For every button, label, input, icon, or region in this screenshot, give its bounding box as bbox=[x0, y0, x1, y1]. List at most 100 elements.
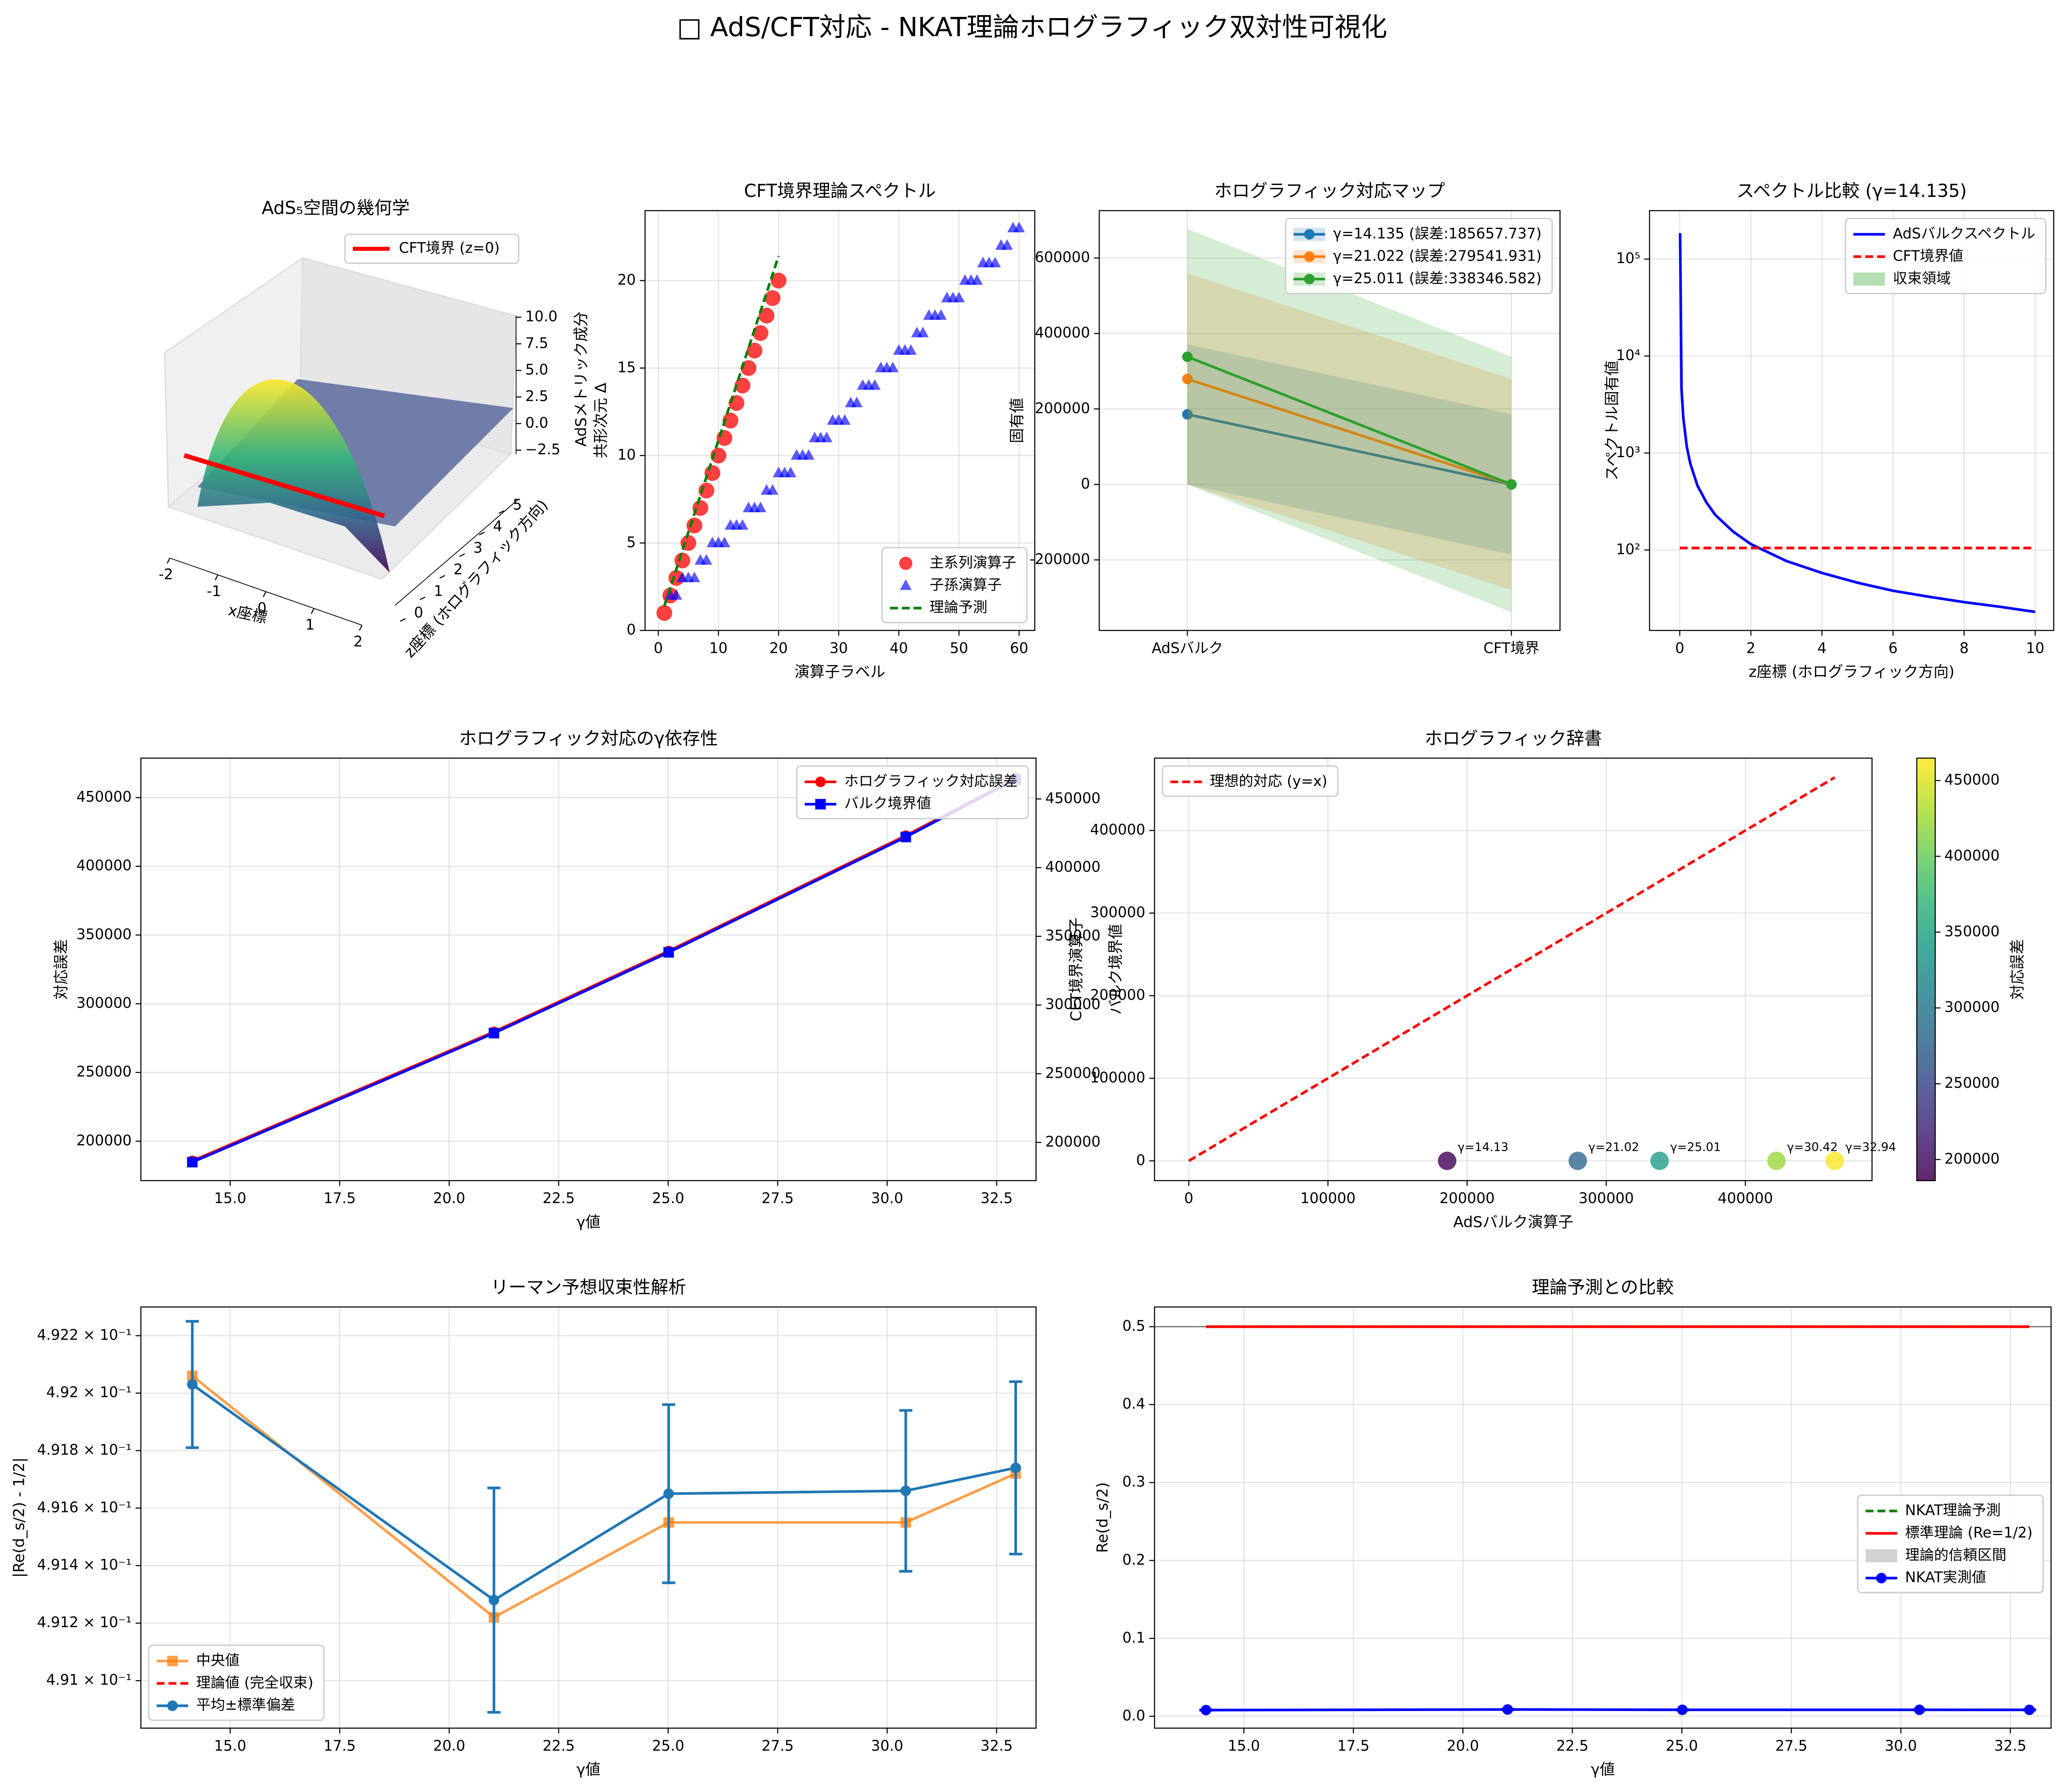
marker bbox=[1650, 1152, 1669, 1170]
legend-label: 中央値 bbox=[196, 1652, 240, 1669]
y-tick-label: 200000 bbox=[76, 1132, 132, 1149]
series-line bbox=[1188, 776, 1836, 1162]
plot-area bbox=[1182, 229, 1517, 612]
annotation: γ=25.01 bbox=[1670, 1140, 1721, 1154]
panel-title: スペクトル比較 (γ=14.135) bbox=[1736, 181, 1967, 201]
marker bbox=[663, 947, 674, 958]
marker bbox=[764, 290, 780, 306]
x-tick-label: 20 bbox=[769, 640, 788, 657]
y-tick-label: 0.4 bbox=[1122, 1396, 1145, 1413]
x-tick-label: 27.5 bbox=[1775, 1737, 1807, 1754]
legend-label: ホログラフィック対応誤差 bbox=[844, 773, 1018, 790]
series-line bbox=[191, 1383, 1016, 1602]
y-tick-label: 4.918 × 10⁻¹ bbox=[37, 1441, 132, 1458]
legend-label: 収束領域 bbox=[1893, 270, 1951, 287]
series-line bbox=[1187, 377, 1512, 486]
axis bbox=[394, 499, 518, 606]
marker bbox=[670, 589, 682, 600]
z-tick-label: 10.0 bbox=[525, 308, 557, 325]
y-tick-label: 100000 bbox=[1090, 1069, 1145, 1086]
y-tick-label: 200000 bbox=[1035, 400, 1090, 417]
marker bbox=[700, 554, 713, 565]
x-tick-label: 30.0 bbox=[871, 1190, 903, 1207]
x-axis-label: γ値 bbox=[577, 1761, 601, 1778]
y-tick-label: 2 bbox=[454, 561, 463, 578]
marker bbox=[686, 518, 702, 534]
marker bbox=[815, 776, 826, 787]
y2-axis-label: バルク境界値 bbox=[1107, 924, 1124, 1015]
legend: 理想的対応 (y=x) bbox=[1162, 765, 1339, 797]
marker bbox=[656, 605, 672, 621]
marker bbox=[1502, 1704, 1513, 1715]
x-tick bbox=[359, 625, 363, 631]
legend-box bbox=[881, 547, 1028, 623]
x-tick-label: 20.0 bbox=[1447, 1737, 1479, 1754]
y-axis-label: 固有値 bbox=[1008, 398, 1026, 443]
y-tick-label: 300000 bbox=[76, 995, 132, 1012]
x-tick-label: 0 bbox=[257, 600, 266, 617]
y-tick bbox=[400, 618, 406, 622]
marker bbox=[869, 379, 881, 390]
colorbar-label: 対応誤差 bbox=[2008, 939, 2026, 999]
y-tick-label: 0 bbox=[414, 604, 423, 621]
y-tick-label: 4.91 × 10⁻¹ bbox=[46, 1672, 132, 1688]
x-tick-label: 100000 bbox=[1300, 1190, 1355, 1207]
series-line bbox=[192, 777, 1016, 1162]
y-axis-label: CFT境界演算子 bbox=[1067, 918, 1085, 1022]
x-tick-label: 15.0 bbox=[1228, 1737, 1260, 1754]
marker bbox=[815, 799, 826, 809]
y-tick-label: 400000 bbox=[1090, 821, 1145, 838]
x-tick-label: 0 bbox=[1675, 640, 1684, 657]
legend-label: AdSバルクスペクトル bbox=[1893, 225, 2035, 242]
x-tick-label: 22.5 bbox=[1556, 1737, 1588, 1754]
y-tick-label: 0 bbox=[1081, 475, 1090, 492]
legend-label: NKAT実測値 bbox=[1905, 1569, 1986, 1586]
legend-box bbox=[148, 1644, 325, 1721]
y-tick-label: 0.2 bbox=[1122, 1552, 1145, 1568]
legend-label: CFT境界 (z=0) bbox=[399, 240, 500, 257]
z-tick-label: 2.5 bbox=[525, 388, 548, 405]
y-tick bbox=[498, 510, 505, 514]
y-tick-label: 10⁵ bbox=[1616, 250, 1640, 267]
marker bbox=[1001, 239, 1013, 250]
y-tick-label: 450000 bbox=[76, 788, 132, 805]
y-axis-label: |Re(d_s/2) - 1/2| bbox=[10, 1457, 28, 1578]
x-tick-label: 25.0 bbox=[652, 1737, 684, 1754]
y-tick-label: 0 bbox=[1136, 1152, 1145, 1169]
y2-tick-label: 450000 bbox=[1045, 790, 1100, 807]
marker bbox=[663, 1488, 674, 1499]
series-line bbox=[1187, 413, 1512, 486]
annotation: γ=21.02 bbox=[1588, 1140, 1639, 1154]
panel-title: AdS₅空間の幾何学 bbox=[262, 198, 410, 219]
x-tick-label: 17.5 bbox=[324, 1190, 356, 1207]
y-tick-label: 10² bbox=[1616, 541, 1640, 558]
legend-label: 主系列演算子 bbox=[929, 554, 1016, 571]
x-tick-label: 8 bbox=[1959, 640, 1968, 657]
z-tick-label: 0.0 bbox=[525, 414, 548, 431]
x-tick-label: 25.0 bbox=[1666, 1737, 1698, 1754]
annotation: γ=32.94 bbox=[1845, 1140, 1896, 1154]
marker bbox=[167, 1700, 178, 1711]
y-axis-label: 共形次元 Δ bbox=[592, 383, 610, 458]
plot-area bbox=[1199, 1325, 2036, 1716]
legend-box bbox=[796, 765, 1029, 820]
marker bbox=[746, 342, 763, 358]
surface bbox=[197, 379, 390, 573]
z-tick-label: −2.5 bbox=[525, 441, 560, 458]
marker bbox=[917, 326, 929, 338]
marker bbox=[1767, 1152, 1786, 1170]
marker bbox=[722, 412, 739, 429]
plot-frame bbox=[1649, 210, 2054, 631]
panel-title: ホログラフィック辞書 bbox=[1424, 728, 1602, 749]
x-axis-label: z座標 (ホログラフィック方向) bbox=[1749, 663, 1955, 681]
legend-box bbox=[1845, 217, 2047, 294]
marker bbox=[821, 432, 833, 442]
y-tick-label: 1 bbox=[434, 583, 443, 599]
y-tick-label: 15 bbox=[618, 359, 636, 376]
panel-title: ホログラフィック対応のγ依存性 bbox=[459, 728, 718, 749]
x-tick bbox=[167, 557, 171, 564]
legend-label: 理論的信頼区間 bbox=[1905, 1547, 2006, 1563]
plot-frame bbox=[644, 210, 1035, 631]
